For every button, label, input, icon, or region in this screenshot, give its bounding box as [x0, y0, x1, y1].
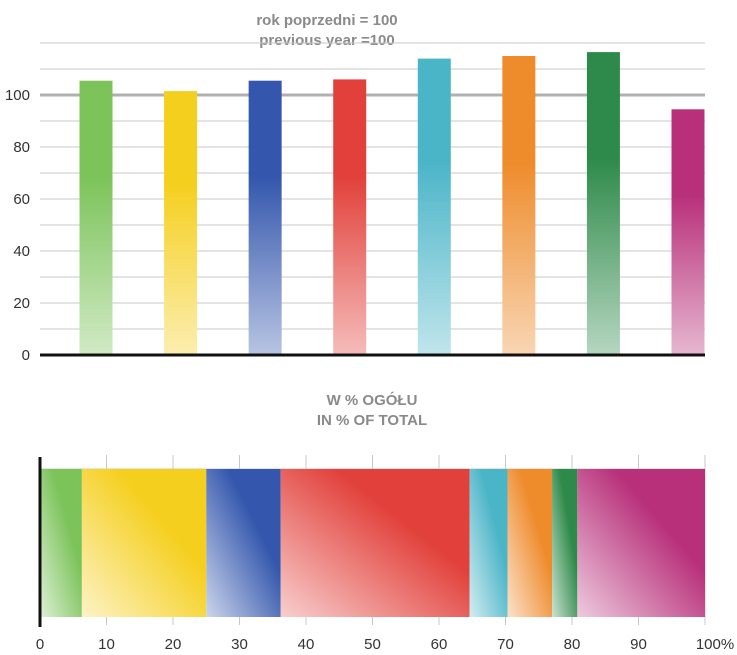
segment-5	[469, 469, 508, 617]
y-tick-label: 80	[13, 139, 30, 156]
bar-3	[248, 80, 282, 355]
bar-6	[502, 56, 536, 355]
segment-4	[280, 469, 470, 617]
segment-8	[577, 469, 705, 617]
bar-7	[586, 52, 620, 355]
top-chart-subtitle: previous year =100	[259, 32, 395, 49]
bottom-chart-subtitle: IN % OF TOTAL	[317, 412, 427, 429]
bar-2	[164, 91, 198, 355]
x-tick-label: 80	[564, 636, 581, 653]
y-tick-label: 60	[13, 191, 30, 208]
y-tick-label: 20	[13, 295, 30, 312]
segment-2	[81, 469, 207, 617]
x-tick-label: 10	[98, 636, 115, 653]
segment-6	[507, 469, 553, 617]
segment-3	[206, 469, 281, 617]
top-chart-y-tick-labels: 0 20 40 60 80 100	[5, 87, 30, 364]
bottom-chart-x-tick-labels: 0 10 20 30 40 50 60 70 80 90 100%	[36, 636, 734, 653]
x-tick-label: 60	[431, 636, 448, 653]
bar-1	[79, 80, 113, 355]
index-bar-chart: rok poprzedni = 100 previous year =100 0…	[5, 12, 705, 364]
x-tick-label: 30	[231, 636, 248, 653]
x-tick-label: 40	[298, 636, 315, 653]
bar-8	[671, 109, 705, 355]
top-chart-title: rok poprzedni = 100	[256, 12, 397, 29]
segment-7	[552, 469, 578, 617]
bar-4	[333, 79, 367, 356]
x-tick-label: 90	[630, 636, 647, 653]
x-tick-label: 20	[165, 636, 182, 653]
x-tick-label: 70	[497, 636, 514, 653]
share-stacked-bar-chart: W % OGÓŁU IN % OF TOTAL 0 10 20 30 40 50 60 70 8…	[36, 391, 734, 653]
top-chart-bars	[79, 52, 705, 356]
segment-1	[40, 469, 82, 617]
bottom-chart-title: W % OGÓŁU	[327, 391, 418, 409]
bottom-chart-segments	[40, 469, 705, 617]
x-tick-label: 100%	[696, 636, 734, 653]
y-tick-label: 0	[22, 347, 30, 364]
x-tick-label: 0	[36, 636, 44, 653]
x-tick-label: 50	[364, 636, 381, 653]
bar-5	[417, 58, 451, 355]
y-tick-label: 40	[13, 243, 30, 260]
y-tick-label: 100	[5, 87, 30, 104]
